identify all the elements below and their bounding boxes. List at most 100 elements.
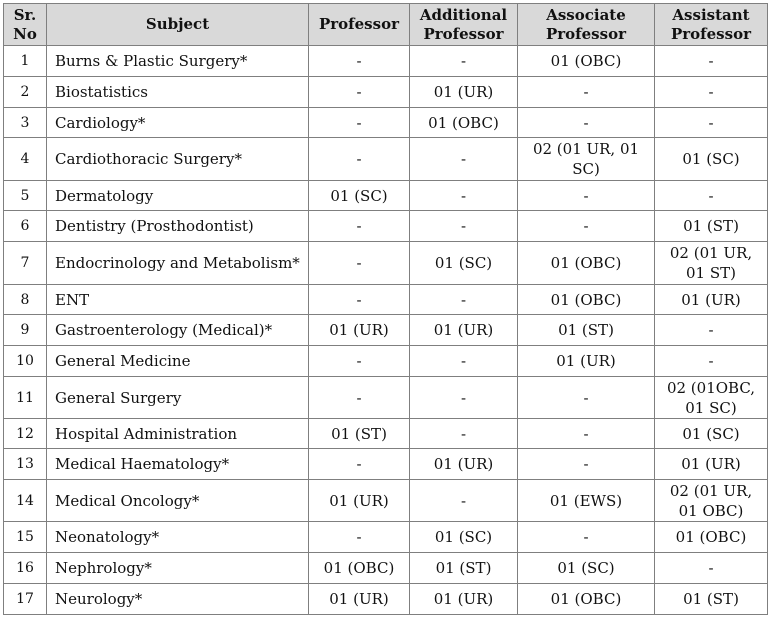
sr-no-cell: 17 <box>3 583 47 615</box>
table-row: 11 General Surgery - - -02 (01OBC, 01 SC) <box>3 376 768 419</box>
associate-professor-cell: - <box>517 210 655 242</box>
additional-professor-cell: - <box>409 137 518 181</box>
assistant-professor-cell: 01 (OBC) <box>654 521 768 553</box>
assistant-professor-cell: - <box>654 552 768 584</box>
associate-professor-cell: - <box>517 107 655 138</box>
header-professor: Professor <box>308 3 410 46</box>
associate-professor-cell: 02 (01 UR, 01 SC) <box>517 137 655 181</box>
associate-professor-cell: 01 (SC) <box>517 552 655 584</box>
sr-no-cell: 10 <box>3 345 47 377</box>
vacancy-table: Sr. No Subject Professor Additional Prof… <box>3 3 768 615</box>
subject-cell: Dentistry (Prosthodontist) <box>46 210 309 242</box>
associate-professor-cell: 01 (ST) <box>517 314 655 346</box>
assistant-professor-cell: 01 (UR) <box>654 284 768 315</box>
professor-cell: - <box>308 521 410 553</box>
professor-cell: 01 (UR) <box>308 583 410 615</box>
associate-professor-cell: 01 (UR) <box>517 345 655 377</box>
assistant-professor-cell: 01 (SC) <box>654 137 768 181</box>
additional-professor-cell: 01 (SC) <box>409 241 518 285</box>
sr-no-cell: 15 <box>3 521 47 553</box>
table-row: 13 Medical Haematology* -01 (UR) -01 (UR) <box>3 448 768 480</box>
associate-professor-cell: 01 (OBC) <box>517 583 655 615</box>
professor-cell: 01 (OBC) <box>308 552 410 584</box>
sr-no-cell: 5 <box>3 180 47 211</box>
subject-cell: Cardiology* <box>46 107 309 138</box>
professor-cell: - <box>308 210 410 242</box>
subject-cell: Medical Oncology* <box>46 479 309 522</box>
associate-professor-cell: - <box>517 418 655 449</box>
professor-cell: 01 (ST) <box>308 418 410 449</box>
additional-professor-cell: 01 (UR) <box>409 314 518 346</box>
professor-cell: - <box>308 107 410 138</box>
associate-professor-cell: - <box>517 448 655 480</box>
assistant-professor-cell: 01 (SC) <box>654 418 768 449</box>
table-row: 8 ENT - -01 (OBC) 01 (UR) <box>3 284 768 315</box>
table-row: 1 Burns & Plastic Surgery* - -01 (OBC) - <box>3 45 768 77</box>
assistant-professor-cell: 02 (01 UR, 01 ST) <box>654 241 768 285</box>
associate-professor-cell: 01 (OBC) <box>517 284 655 315</box>
professor-cell: 01 (UR) <box>308 314 410 346</box>
professor-cell: - <box>308 76 410 108</box>
table-row: 3 Cardiology* -01 (OBC) - - <box>3 107 768 138</box>
sr-no-cell: 6 <box>3 210 47 242</box>
assistant-professor-cell: 02 (01 UR, 01 OBC) <box>654 479 768 522</box>
subject-cell: Cardiothoracic Surgery* <box>46 137 309 181</box>
associate-professor-cell: 01 (EWS) <box>517 479 655 522</box>
sr-no-cell: 11 <box>3 376 47 419</box>
sr-no-cell: 4 <box>3 137 47 181</box>
additional-professor-cell: - <box>409 210 518 242</box>
professor-cell: - <box>308 376 410 419</box>
subject-cell: Biostatistics <box>46 76 309 108</box>
subject-cell: ENT <box>46 284 309 315</box>
sr-no-cell: 2 <box>3 76 47 108</box>
assistant-professor-cell: - <box>654 76 768 108</box>
table-row: 2 Biostatistics -01 (UR) - - <box>3 76 768 108</box>
additional-professor-cell: 01 (UR) <box>409 448 518 480</box>
professor-cell: - <box>308 448 410 480</box>
table-row: 10 General Medicine - -01 (UR) - <box>3 345 768 377</box>
professor-cell: - <box>308 137 410 181</box>
table-row: 14 Medical Oncology* 01 (UR) -01 (EWS) 02 (0… <box>3 479 768 522</box>
professor-cell: - <box>308 345 410 377</box>
associate-professor-cell: - <box>517 376 655 419</box>
additional-professor-cell: - <box>409 479 518 522</box>
header-assistant-professor: Assistant Professor <box>654 3 768 46</box>
subject-cell: General Medicine <box>46 345 309 377</box>
assistant-professor-cell: 01 (ST) <box>654 583 768 615</box>
professor-cell: - <box>308 45 410 77</box>
subject-cell: Medical Haematology* <box>46 448 309 480</box>
table-row: 15 Neonatology* -01 (SC) -01 (OBC) <box>3 521 768 553</box>
professor-cell: - <box>308 241 410 285</box>
additional-professor-cell: 01 (OBC) <box>409 107 518 138</box>
sr-no-cell: 12 <box>3 418 47 449</box>
sr-no-cell: 16 <box>3 552 47 584</box>
sr-no-cell: 14 <box>3 479 47 522</box>
table-body: 1 Burns & Plastic Surgery* - -01 (OBC) - 2 Bi… <box>3 45 768 615</box>
subject-cell: Hospital Administration <box>46 418 309 449</box>
table-row: 7 Endocrinology and Metabolism* -01 (SC) 01… <box>3 241 768 285</box>
additional-professor-cell: - <box>409 45 518 77</box>
assistant-professor-cell: - <box>654 45 768 77</box>
sr-no-cell: 13 <box>3 448 47 480</box>
subject-cell: Burns & Plastic Surgery* <box>46 45 309 77</box>
table-row: 17 Neurology* 01 (UR) 01 (UR) 01 (OBC) 01 (ST… <box>3 583 768 615</box>
subject-cell: General Surgery <box>46 376 309 419</box>
sr-no-cell: 9 <box>3 314 47 346</box>
additional-professor-cell: - <box>409 418 518 449</box>
subject-cell: Dermatology <box>46 180 309 211</box>
sr-no-cell: 8 <box>3 284 47 315</box>
header-row: Sr. No Subject Professor Additional Prof… <box>3 3 768 46</box>
assistant-professor-cell: - <box>654 107 768 138</box>
assistant-professor-cell: - <box>654 180 768 211</box>
assistant-professor-cell: - <box>654 345 768 377</box>
subject-cell: Endocrinology and Metabolism* <box>46 241 309 285</box>
assistant-professor-cell: 01 (ST) <box>654 210 768 242</box>
additional-professor-cell: - <box>409 345 518 377</box>
associate-professor-cell: 01 (OBC) <box>517 45 655 77</box>
header-additional-professor: Additional Professor <box>409 3 518 46</box>
sr-no-cell: 7 <box>3 241 47 285</box>
additional-professor-cell: - <box>409 284 518 315</box>
additional-professor-cell: - <box>409 376 518 419</box>
additional-professor-cell: 01 (ST) <box>409 552 518 584</box>
additional-professor-cell: - <box>409 180 518 211</box>
